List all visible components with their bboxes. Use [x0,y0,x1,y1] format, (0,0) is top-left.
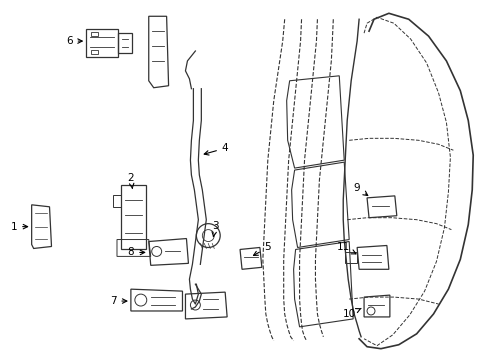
Text: 1: 1 [10,222,28,231]
Text: 8: 8 [127,247,144,257]
Text: 11: 11 [336,243,355,254]
Text: 9: 9 [353,183,367,195]
Text: 6: 6 [66,36,82,46]
Text: 4: 4 [204,143,228,155]
Text: 7: 7 [109,296,126,306]
Text: 2: 2 [127,173,134,189]
Text: 3: 3 [211,221,218,237]
Text: 5: 5 [253,243,270,256]
Text: 10: 10 [342,309,360,319]
